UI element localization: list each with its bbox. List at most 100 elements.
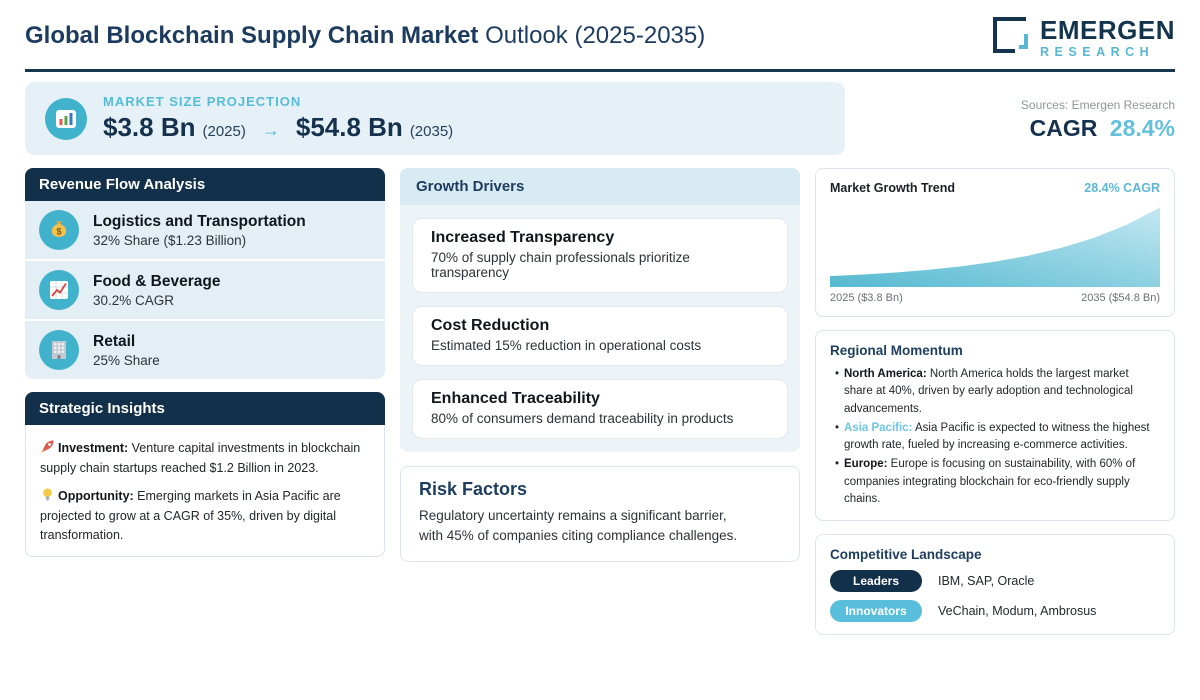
- driver-title: Increased Transparency: [431, 229, 615, 246]
- cagr-label: CAGR: [1029, 115, 1098, 141]
- trend-cagr-badge: 28.4% CAGR: [1084, 181, 1160, 195]
- leaders-companies: IBM, SAP, Oracle: [938, 574, 1035, 588]
- bullet-icon: •: [834, 421, 840, 434]
- competitive-landscape-panel: Competitive Landscape Leaders IBM, SAP, …: [815, 534, 1175, 635]
- region-label: North America:: [844, 368, 927, 380]
- trend-title: Market Growth Trend: [830, 181, 956, 195]
- market-size-banner: MARKET SIZE PROJECTION $3.8 Bn (2025) → …: [25, 82, 845, 155]
- left-column: Revenue Flow Analysis $ Logistics and Tr…: [25, 168, 385, 557]
- revenue-row-retail: Retail 25% Share: [25, 321, 385, 379]
- insight-label: Investment:: [58, 441, 129, 455]
- revenue-row-text: Food & Beverage 30.2% CAGR: [93, 273, 220, 308]
- start-value: $3.8 Bn: [103, 112, 196, 142]
- logo-subtitle: RESEARCH: [1040, 44, 1155, 59]
- emergen-logo: EMERGEN RESEARCH: [990, 12, 1175, 61]
- rocket-icon: [40, 439, 55, 459]
- revenue-flow-panel: Revenue Flow Analysis $ Logistics and Tr…: [25, 168, 385, 379]
- driver-text: 70% of supply chain professionals priori…: [431, 250, 690, 280]
- sources-note: Sources: Emergen Research: [1020, 98, 1175, 112]
- competitive-row-leaders: Leaders IBM, SAP, Oracle: [830, 570, 1160, 592]
- cagr-value: 28.4%: [1109, 115, 1175, 141]
- bar-chart-icon: [45, 97, 87, 140]
- axis-label-end: 2035 ($54.8 Bn): [1081, 292, 1160, 304]
- driver-title: Enhanced Traceability: [431, 390, 600, 407]
- risk-factors-text: Regulatory uncertainty remains a signifi…: [419, 508, 738, 543]
- svg-text:$: $: [56, 226, 61, 236]
- leaders-badge: Leaders: [830, 570, 922, 592]
- driver-card-transparency: Increased Transparency 70% of supply cha…: [412, 218, 788, 293]
- revenue-row-title: Food & Beverage: [93, 272, 221, 290]
- regional-momentum-panel: Regional Momentum • North America: North…: [815, 330, 1175, 521]
- arrow-right-icon: →: [261, 120, 280, 140]
- cagr-block: Sources: Emergen Research CAGR 28.4%: [1021, 82, 1175, 142]
- bullet-icon: •: [834, 458, 840, 471]
- banner-row: MARKET SIZE PROJECTION $3.8 Bn (2025) → …: [25, 82, 1175, 155]
- content-columns: Revenue Flow Analysis $ Logistics and Tr…: [25, 168, 1175, 648]
- driver-text: 80% of consumers demand traceability in …: [431, 411, 734, 426]
- light-bulb-icon: [40, 487, 55, 507]
- region-europe: • Europe: Europe is focusing on sustaina…: [830, 456, 1160, 508]
- strategic-insights-title: Strategic Insights: [25, 392, 385, 425]
- end-value: $54.8 Bn: [295, 112, 403, 142]
- risk-factors-title: Risk Factors: [419, 479, 528, 499]
- regional-momentum-title: Regional Momentum: [830, 343, 963, 358]
- revenue-flow-body: $ Logistics and Transportation 32% Share…: [25, 201, 385, 379]
- insight-label: Opportunity:: [58, 489, 134, 504]
- money-bag-icon: $: [39, 210, 79, 250]
- driver-card-cost-reduction: Cost Reduction Estimated 15% reduction i…: [412, 306, 788, 366]
- growth-area-path: [830, 207, 1160, 287]
- revenue-row-subtitle: 32% Share ($1.23 Billion): [93, 232, 247, 248]
- region-text: Asia Pacific is expected to witness the …: [844, 421, 1150, 451]
- driver-title: Cost Reduction: [431, 317, 550, 334]
- end-year: (2035): [409, 123, 454, 140]
- office-building-icon: [39, 330, 79, 370]
- axis-label-start: 2025 ($3.8 Bn): [830, 292, 903, 304]
- right-column: Market Growth Trend 28.4% CAGR 2025 ($3.…: [815, 168, 1175, 648]
- region-text: Europe is focusing on sustainability, wi…: [844, 458, 1136, 505]
- region-north-america: • North America: North America holds the…: [830, 366, 1160, 418]
- revenue-row-title: Retail: [93, 332, 136, 350]
- revenue-row-food-beverage: Food & Beverage 30.2% CAGR: [25, 261, 385, 319]
- logo-wordmark: EMERGEN: [1040, 14, 1175, 45]
- header-divider: [25, 69, 1175, 72]
- innovators-companies: VeChain, Modum, Ambrosus: [938, 604, 1097, 618]
- region-text: North America holds the largest market s…: [844, 368, 1133, 415]
- region-label: Europe:: [844, 458, 888, 471]
- revenue-row-logistics: $ Logistics and Transportation 32% Share…: [25, 201, 385, 259]
- competitive-row-innovators: Innovators VeChain, Modum, Ambrosus: [830, 600, 1160, 622]
- strategic-insights-body: Investment: Venture capital investments …: [25, 425, 385, 557]
- trend-header: Market Growth Trend 28.4% CAGR: [830, 181, 1160, 195]
- revenue-row-text: Logistics and Transportation 32% Share (…: [93, 213, 306, 248]
- driver-text: Estimated 15% reduction in operational c…: [431, 338, 702, 353]
- growth-drivers-title: Growth Drivers: [400, 168, 800, 205]
- page-title: Global Blockchain Supply Chain Market Ou…: [25, 12, 705, 50]
- revenue-row-title: Logistics and Transportation: [93, 212, 306, 230]
- cagr-line: CAGR 28.4%: [1021, 115, 1175, 142]
- bullet-icon: •: [834, 368, 840, 380]
- page-title-main: Global Blockchain Supply Chain Market: [25, 22, 479, 49]
- insight-investment: Investment: Venture capital investments …: [40, 439, 370, 477]
- risk-factors-panel: Risk Factors Regulatory uncertainty rema…: [400, 466, 800, 563]
- growth-drivers-panel: Growth Drivers Increased Transparency 70…: [400, 168, 800, 452]
- competitive-landscape-title: Competitive Landscape: [830, 547, 982, 562]
- insight-opportunity: Opportunity: Emerging markets in Asia Pa…: [40, 487, 370, 543]
- driver-card-traceability: Enhanced Traceability 80% of consumers d…: [412, 379, 788, 439]
- market-growth-trend-panel: Market Growth Trend 28.4% CAGR 2025 ($3.…: [815, 168, 1175, 317]
- trend-axis-labels: 2025 ($3.8 Bn) 2035 ($54.8 Bn): [830, 292, 1160, 304]
- market-size-label: MARKET SIZE PROJECTION: [103, 94, 302, 109]
- page-title-outlook: Outlook (2025-2035): [478, 22, 706, 49]
- region-asia-pacific: • Asia Pacific: Asia Pacific is expected…: [830, 420, 1160, 455]
- strategic-insights-panel: Strategic Insights Investment: Venture c…: [25, 392, 385, 557]
- innovators-badge: Innovators: [830, 600, 922, 622]
- revenue-row-subtitle: 30.2% CAGR: [93, 292, 175, 308]
- region-label: Asia Pacific:: [844, 421, 913, 434]
- revenue-row-text: Retail 25% Share: [93, 333, 160, 368]
- market-size-values: $3.8 Bn (2025) → $54.8 Bn (2035): [103, 112, 453, 143]
- middle-column: Growth Drivers Increased Transparency 70…: [400, 168, 800, 563]
- insight-text: Venture capital investments in blockchai…: [40, 441, 361, 476]
- logo-text: EMERGEN RESEARCH: [1040, 17, 1175, 59]
- market-growth-chart: [830, 207, 1160, 287]
- revenue-flow-title: Revenue Flow Analysis: [25, 168, 385, 201]
- start-year: (2025): [202, 123, 246, 140]
